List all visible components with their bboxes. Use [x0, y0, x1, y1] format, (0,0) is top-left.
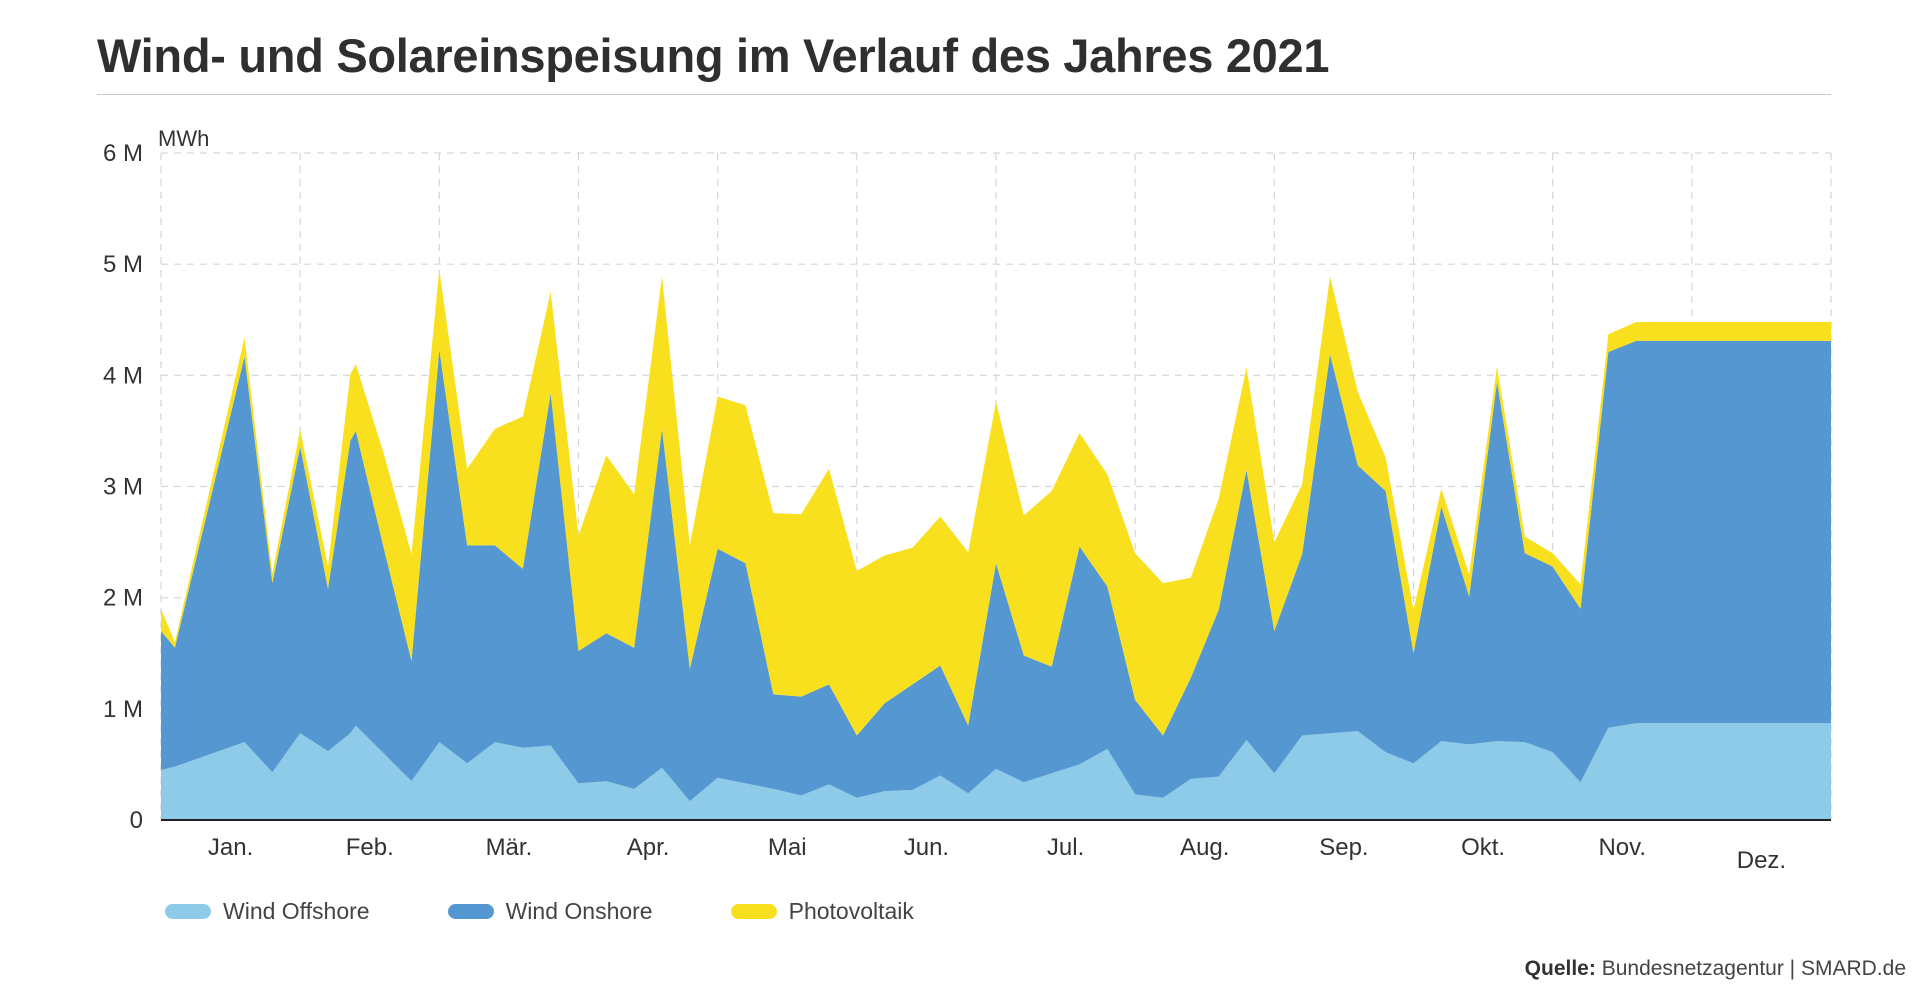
y-tick-label: 0 [130, 807, 143, 834]
source-text: Bundesnetzagentur | SMARD.de [1601, 957, 1906, 980]
y-axis-unit-label: MWh [158, 126, 209, 151]
legend-label-photovoltaik: Photovoltaik [788, 898, 914, 924]
legend: Wind Offshore Wind Onshore Photovoltaik [165, 898, 914, 925]
x-tick-label: Jul. [1047, 834, 1084, 861]
legend-label-wind-offshore: Wind Offshore [223, 898, 370, 924]
legend-item-wind-offshore: Wind Offshore [165, 898, 370, 925]
x-tick-label: Nov. [1598, 834, 1646, 861]
y-tick-label: 4 M [103, 362, 143, 389]
x-tick-label: Dez. [1737, 847, 1786, 874]
legend-item-wind-onshore: Wind Onshore [447, 898, 653, 925]
legend-swatch-wind-offshore [165, 904, 211, 919]
y-tick-label: 6 M [103, 140, 143, 167]
title-divider [97, 94, 1831, 95]
y-tick-label: 3 M [103, 474, 143, 501]
y-tick-label: 1 M [103, 696, 143, 723]
stacked-areas [161, 269, 1831, 820]
x-tick-label: Apr. [627, 834, 670, 861]
legend-label-wind-onshore: Wind Onshore [505, 898, 653, 924]
y-tick-label: 2 M [103, 585, 143, 612]
legend-item-photovoltaik: Photovoltaik [730, 898, 914, 925]
x-tick-label: Okt. [1461, 834, 1505, 861]
x-tick-label: Mär. [486, 834, 533, 861]
source-note: Quelle: Bundesnetzagentur | SMARD.de [1525, 957, 1906, 981]
x-tick-label: Jan. [208, 834, 253, 861]
y-tick-label: 5 M [103, 251, 143, 278]
chart-title: Wind- und Solareinspeisung im Verlauf de… [97, 29, 1330, 82]
x-tick-label: Aug. [1180, 834, 1229, 861]
x-tick-label: Feb. [346, 834, 394, 861]
area-photovoltaik [161, 269, 1831, 736]
legend-swatch-photovoltaik [730, 904, 777, 919]
legend-swatch-wind-onshore [447, 904, 494, 919]
area-wind-onshore [161, 340, 1831, 802]
x-tick-label: Jun. [904, 834, 949, 861]
x-tick-label: Mai [768, 834, 807, 861]
area-wind-offshore [161, 723, 1831, 820]
axes: 0 1 M 2 M 3 M 4 M 5 M 6 M Jan. Feb. Mär. Apr. Mai Ju… [103, 140, 1831, 874]
source-label: Quelle: [1524, 957, 1596, 980]
x-tick-label: Sep. [1319, 834, 1368, 861]
